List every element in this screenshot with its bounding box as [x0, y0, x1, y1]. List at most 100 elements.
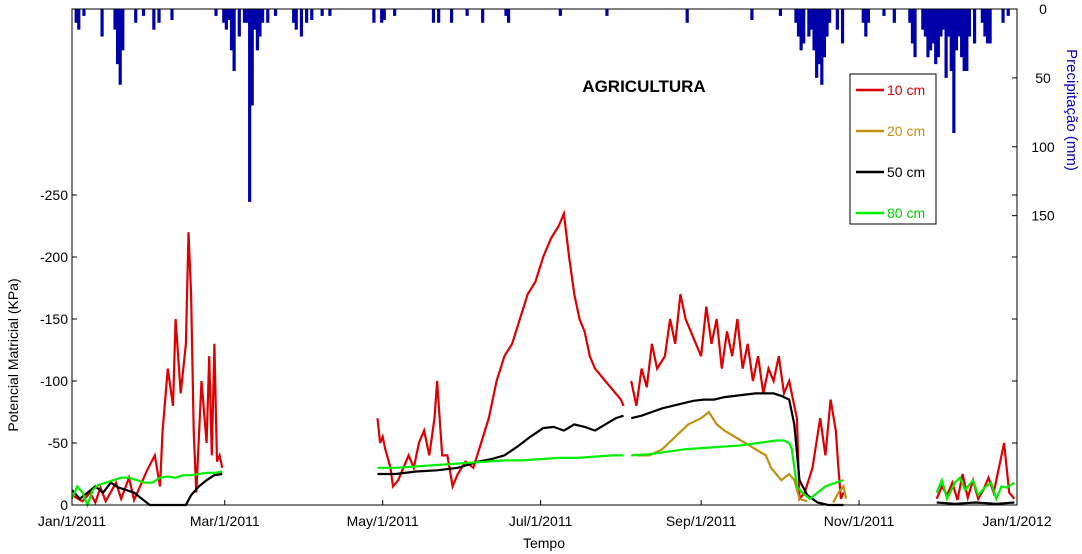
precipitation-bar	[913, 9, 917, 58]
precipitation-bar	[910, 9, 915, 44]
precipitation-bar	[825, 9, 829, 37]
precipitation-bar	[437, 9, 441, 23]
legend-box	[849, 73, 937, 225]
precipitation-bar	[294, 9, 298, 30]
precipitation-bar	[815, 9, 819, 78]
precipitation-bar	[809, 9, 814, 30]
precipitation-bar	[1001, 9, 1005, 23]
legend: 10 cm 20 cm 50 cm 80 cm	[849, 73, 937, 225]
series-line-segment	[832, 483, 848, 504]
precipitation-bar	[214, 9, 218, 16]
precipitation-bar	[949, 9, 953, 71]
series-line-segment	[71, 232, 224, 506]
precipitation-bar	[866, 9, 871, 23]
legend-label: 80 cm	[887, 205, 925, 221]
precipitation-bar	[152, 9, 156, 30]
precipitation-bar	[939, 9, 943, 37]
precipitation-bar	[947, 9, 951, 37]
x-axis-title: Tempo	[523, 535, 565, 551]
series-line-segment	[376, 209, 625, 491]
precipitation-bar	[864, 9, 868, 37]
precipitation-bar	[882, 9, 886, 16]
legend-label: 20 cm	[887, 123, 925, 139]
precipitation-bar	[892, 9, 896, 23]
precipitation-bar	[116, 9, 120, 65]
precipitation-bar	[820, 9, 824, 85]
precipitation-bar	[245, 9, 249, 23]
y-tick-label: -100	[40, 373, 68, 389]
series-20-cm	[636, 410, 848, 504]
precipitation-bar	[255, 9, 260, 51]
series-line-segment	[630, 392, 844, 507]
y-tick-label: -200	[40, 249, 68, 265]
precipitation-bar	[558, 9, 562, 16]
precipitation-bar	[962, 9, 966, 71]
precipitation-bar	[229, 9, 234, 51]
legend-label: 10 cm	[887, 82, 925, 98]
precipitation-bar	[908, 9, 912, 23]
precipitation-bar	[450, 9, 454, 23]
y-tick-label: -250	[40, 187, 68, 203]
precipitation-bar	[965, 9, 969, 71]
precipitation-bar	[941, 9, 946, 30]
precipitation-bar	[807, 9, 811, 37]
x-tick-label: Jul/1/2011	[509, 513, 573, 529]
precipitation-bar	[237, 9, 241, 37]
series-lines	[70, 209, 1016, 509]
precipitation-bar	[926, 9, 930, 58]
axes: Jan/1/2011 Mar/1/2011 May/1/2011 Jul/1/2011…	[38, 1, 1055, 529]
precipitation-bar	[796, 9, 801, 37]
precipitation-bar	[822, 9, 827, 58]
precipitation-bar	[266, 9, 270, 23]
precipitation-bar	[258, 9, 262, 37]
precipitation-bar	[685, 9, 689, 23]
precipitation-bar	[985, 9, 990, 44]
precipitation-bar	[393, 9, 397, 16]
x-tick-label: Jan/1/2012	[982, 513, 1051, 529]
precipitation-bar	[157, 9, 161, 23]
precipitation-bar	[261, 9, 265, 23]
precipitation-bar	[983, 9, 987, 37]
precipitation-bar	[465, 9, 469, 16]
precipitation-bar	[817, 9, 821, 65]
y-tick-label: -150	[40, 311, 68, 327]
precipitation-bar	[952, 9, 956, 133]
x-tick-label: Jan/1/2011	[38, 513, 106, 529]
precipitation-bar	[292, 9, 296, 23]
series-line-segment	[377, 454, 624, 469]
precipitation-bar	[967, 9, 971, 37]
precipitation-bar	[944, 9, 948, 78]
precipitation-bar	[74, 9, 78, 23]
precipitation-bar	[835, 9, 839, 30]
precipitation-bar	[980, 9, 984, 23]
precipitation-bar	[481, 9, 485, 23]
precipitation-bar	[960, 9, 964, 58]
precipitation-bar	[121, 9, 125, 51]
precipitation-bar	[1006, 9, 1010, 16]
precipitation-bar	[170, 9, 174, 21]
precipitation-bar	[253, 9, 257, 30]
precipitation-bar	[750, 9, 754, 21]
series-line-segment	[935, 442, 1016, 502]
series-10-cm	[71, 209, 1016, 506]
y2-tick-label: 150	[1031, 208, 1055, 224]
precipitation-bar	[227, 9, 231, 21]
precipitation-bar	[828, 9, 832, 23]
precipitation-bar	[248, 9, 252, 202]
y2-tick-label: 0	[1039, 1, 1047, 17]
precipitation-bar	[82, 9, 86, 16]
precipitation-bar	[799, 9, 803, 51]
precipitation-bar	[77, 9, 81, 30]
precipitation-bar	[431, 9, 436, 23]
series-line-segment	[636, 410, 808, 503]
precipitation-bar	[504, 9, 508, 16]
precipitation-bar	[954, 9, 959, 51]
precipitation-bar	[222, 9, 226, 23]
precipitation-bar	[113, 9, 117, 30]
precipitation-bar	[141, 9, 146, 16]
precipitation-bar	[957, 9, 961, 37]
precipitation-bar	[812, 9, 816, 51]
precipitation-bar	[605, 9, 609, 16]
precipitation-bar	[250, 9, 254, 106]
precipitation-bar	[328, 9, 332, 16]
